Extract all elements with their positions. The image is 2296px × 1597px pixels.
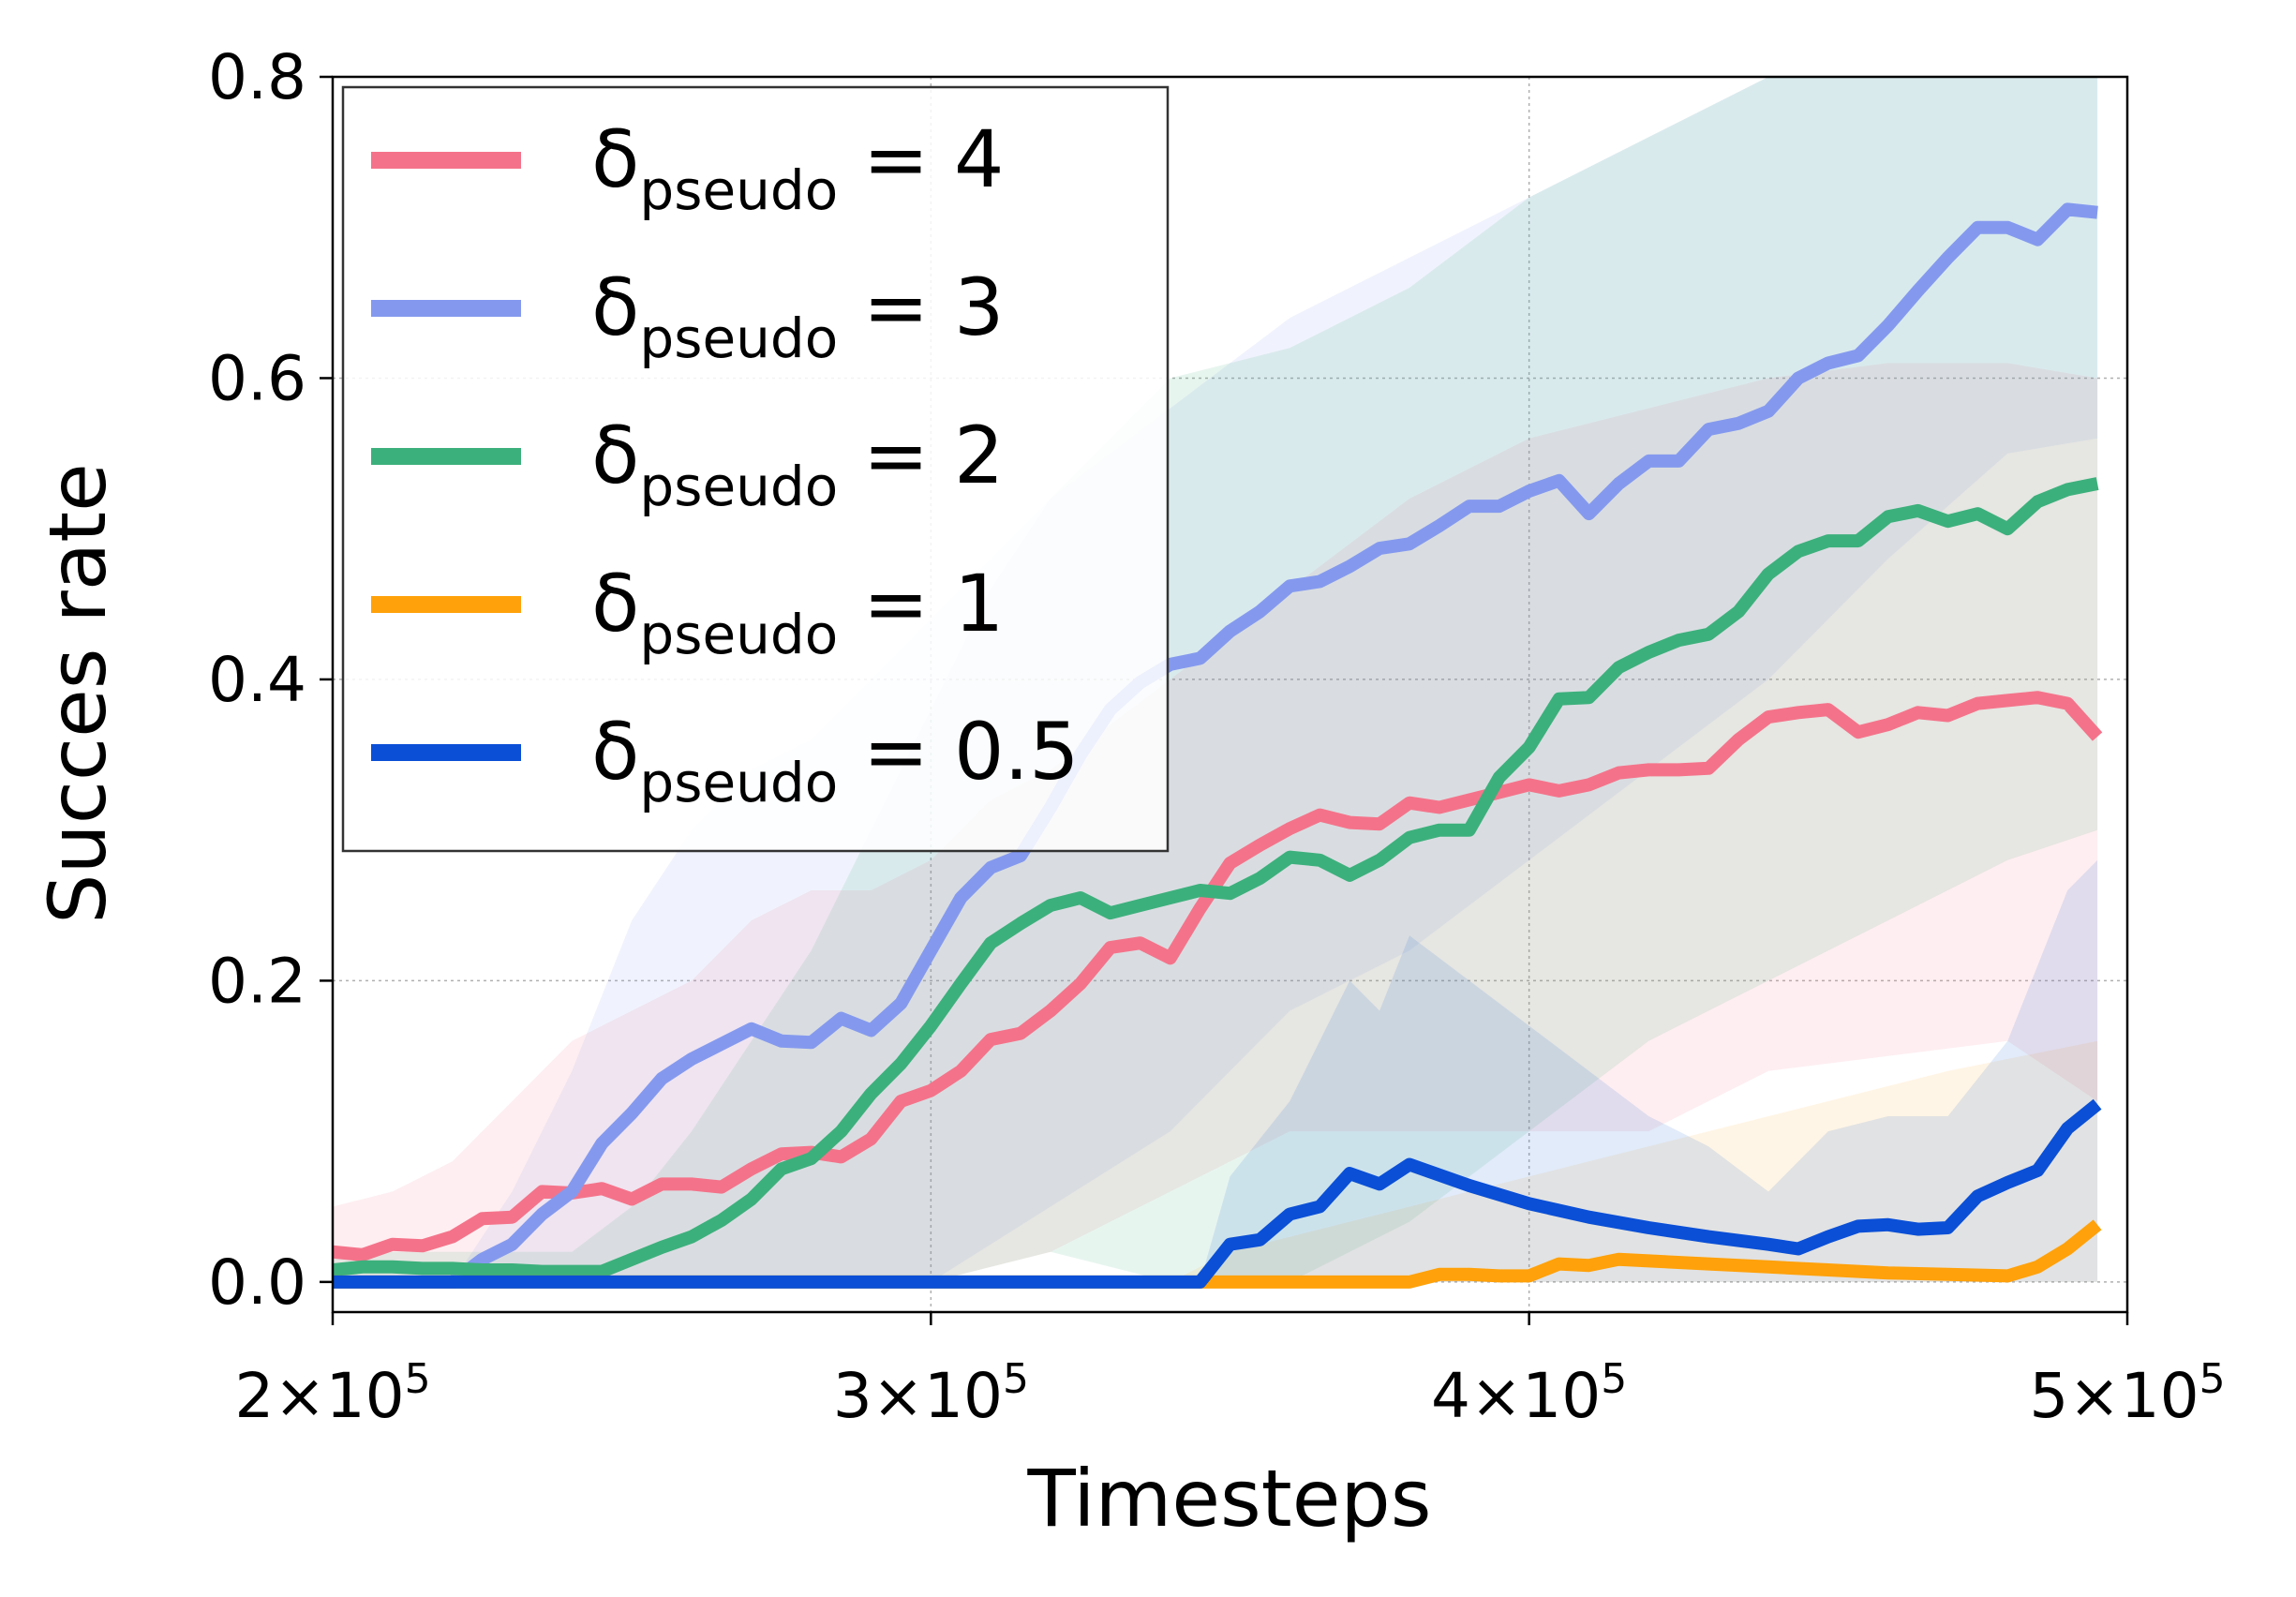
legend-label: δpseudo = 4 <box>591 113 1004 222</box>
y-tick-label: 0.4 <box>208 644 306 716</box>
x-tick-label: 4×105 <box>1431 1355 1627 1432</box>
x-tick-label: 5×105 <box>2029 1355 2225 1432</box>
legend-item: δpseudo = 3 <box>371 261 1004 370</box>
x-tick-label: 2×105 <box>234 1355 430 1432</box>
y-axis-label: Succes rate <box>32 463 124 924</box>
series-line-2 <box>333 477 2099 1278</box>
legend-label: δpseudo = 2 <box>591 410 1004 518</box>
legend-item: δpseudo = 1 <box>371 558 1004 666</box>
legend-item: δpseudo = 4 <box>371 113 1004 222</box>
series-line-4 <box>333 1098 2102 1289</box>
legend-label: δpseudo = 3 <box>591 261 1004 370</box>
legend-item: δpseudo = 2 <box>371 410 1004 518</box>
y-tick-label: 0.2 <box>208 945 306 1017</box>
y-tick-label: 0.6 <box>208 342 306 414</box>
legend-box <box>341 85 1170 853</box>
confidence-bands <box>333 77 2098 1282</box>
series-line-3 <box>333 1219 2102 1289</box>
series-band-2 <box>333 77 2098 1282</box>
legend-label: δpseudo = 0.5 <box>591 706 1080 814</box>
series-band-0 <box>333 363 2098 1282</box>
plot-frame <box>331 75 2129 1314</box>
y-tick-label: 0.0 <box>208 1246 306 1319</box>
y-tick-label: 0.8 <box>208 41 306 113</box>
x-tick-label: 3×105 <box>833 1355 1029 1432</box>
series-band-1 <box>333 77 2098 1282</box>
series-lines <box>333 202 2103 1289</box>
legend-label: δpseudo = 1 <box>591 558 1004 666</box>
legend: δpseudo = 4 δpseudo = 3 δpseudo = 2 δpseudo… <box>341 85 1170 853</box>
legend-item: δpseudo = 0.5 <box>371 706 1080 814</box>
axes: 2×105 3×105 4×105 5×105 0.0 0.2 0.4 0.6 0.8 <box>208 41 2226 1432</box>
series-line-1 <box>333 202 2098 1289</box>
x-axis-label: Timesteps <box>1026 1453 1431 1545</box>
